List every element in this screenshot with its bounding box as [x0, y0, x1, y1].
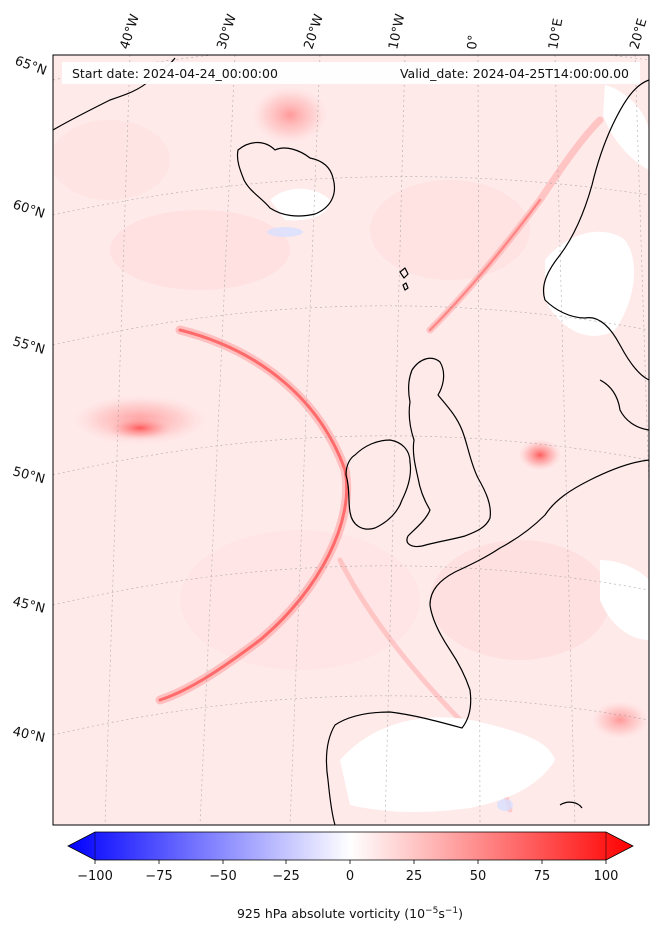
start-date-label: Start date: 2024-04-24_00:00:00 — [72, 66, 278, 81]
colorbar-tick-label: 75 — [534, 869, 551, 884]
colorbar-tick-label: −100 — [77, 869, 113, 884]
iceland-coast — [236, 141, 336, 217]
map-frame — [52, 54, 650, 826]
colorbar-tick-label: 50 — [470, 869, 487, 884]
header-band — [62, 62, 640, 84]
lon-label-30w: 30°W — [215, 12, 240, 51]
lon-label-0: 0° — [465, 34, 481, 50]
colorbar-bar — [67, 831, 634, 861]
ireland-coast — [345, 439, 412, 530]
colorbar-ticks — [94, 860, 607, 864]
lat-label-40n: 40°N — [11, 724, 46, 746]
lon-label-20e: 20°E — [627, 17, 650, 51]
map-panel — [53, 55, 649, 825]
lon-label-20w: 20°W — [302, 12, 327, 51]
great-britain-coast — [406, 357, 491, 548]
longitude-labels: 40°W 30°W 20°W 10°W 0° 10°E 20°E — [118, 12, 651, 51]
colorbar-tick-label: 25 — [406, 869, 423, 884]
colorbar-tick-label: −25 — [272, 869, 299, 884]
lat-label-65n: 65°N — [13, 54, 49, 79]
colorbar-tick-label: −50 — [209, 869, 236, 884]
colorbar-tick-label: −75 — [145, 869, 172, 884]
lon-label-10e: 10°E — [546, 17, 566, 50]
coastlines — [53, 57, 649, 825]
lon-label-40w: 40°W — [118, 12, 143, 51]
valid-date-label: Valid_date: 2024-04-25T14:00:00.00 — [400, 66, 629, 81]
lat-label-50n: 50°N — [11, 464, 47, 487]
lon-label-10w: 10°W — [386, 12, 408, 50]
negative-vorticity-patch — [267, 227, 513, 811]
colorbar-tick-label: 0 — [346, 869, 354, 884]
lat-label-55n: 55°N — [11, 334, 47, 357]
colorbar-title: 925 hPa absolute vorticity (10−5s−1) — [237, 906, 463, 921]
low-vorticity-land-areas — [270, 85, 649, 812]
lat-label-60n: 60°N — [11, 198, 47, 222]
colorbar: −100 −75 −50 −25 0 25 50 75 100 925 hPa … — [67, 831, 634, 921]
scandinavia-coast — [542, 79, 649, 381]
lat-label-45n: 45°N — [11, 594, 46, 616]
continental-coast — [325, 459, 649, 825]
colorbar-tick-label: 100 — [594, 869, 619, 884]
latitude-labels: 65°N 60°N 55°N 50°N 45°N 40°N — [11, 54, 49, 747]
graticule — [53, 55, 649, 825]
